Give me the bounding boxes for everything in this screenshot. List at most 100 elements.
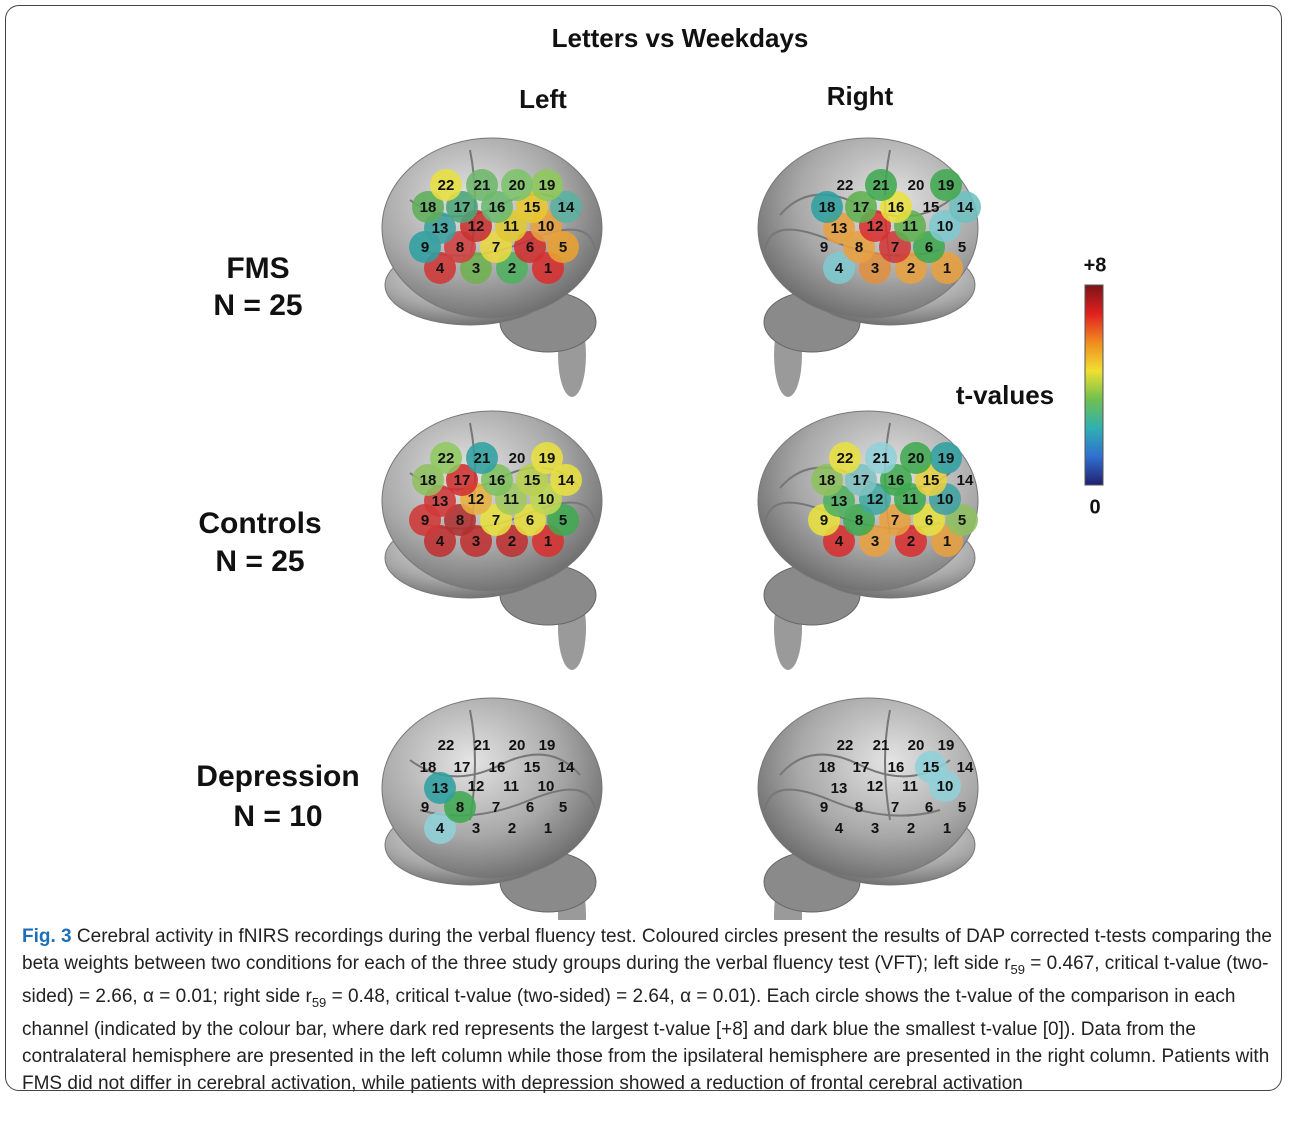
channel-label: 20 bbox=[509, 737, 526, 754]
channel-label: 4 bbox=[436, 260, 445, 277]
channel-label: 7 bbox=[891, 239, 899, 256]
channel-label: 22 bbox=[438, 737, 455, 754]
channel-label: 6 bbox=[526, 512, 534, 529]
channel-label: 15 bbox=[524, 472, 541, 489]
channel-label: 2 bbox=[508, 820, 516, 837]
channel-label: 15 bbox=[524, 199, 541, 216]
channel-label: 5 bbox=[958, 512, 966, 529]
channel-label: 3 bbox=[871, 533, 879, 550]
channel-label: 15 bbox=[923, 472, 940, 489]
channel-label: 21 bbox=[873, 450, 890, 467]
channel-label: 1 bbox=[943, 260, 951, 277]
channel-label: 19 bbox=[938, 177, 955, 194]
channel-label: 5 bbox=[958, 239, 966, 256]
channel-label: 4 bbox=[835, 533, 844, 550]
channel-label: 2 bbox=[907, 260, 915, 277]
channel-label: 20 bbox=[908, 737, 925, 754]
colorbar-min: 0 bbox=[1089, 496, 1100, 518]
channel-label: 19 bbox=[539, 450, 556, 467]
group-label: Depression bbox=[196, 760, 359, 793]
channel-label: 21 bbox=[873, 177, 890, 194]
channel-label: 14 bbox=[957, 472, 974, 489]
channel-label: 15 bbox=[923, 759, 940, 776]
channel-label: 22 bbox=[837, 450, 854, 467]
group-label: FMS bbox=[226, 252, 289, 285]
group-n: N = 25 bbox=[215, 545, 304, 578]
channel-label: 8 bbox=[456, 239, 464, 256]
channel-label: 2 bbox=[907, 820, 915, 837]
channel-label: 21 bbox=[474, 450, 491, 467]
page: Letters vs Weekdays Left Right FMSN = 25… bbox=[0, 0, 1290, 1125]
channel-label: 9 bbox=[421, 239, 429, 256]
channel-label: 6 bbox=[526, 239, 534, 256]
channel-label: 12 bbox=[468, 778, 485, 795]
channel-label: 18 bbox=[420, 199, 437, 216]
channel-label: 9 bbox=[820, 799, 828, 816]
channel-label: 14 bbox=[558, 472, 575, 489]
channel-label: 8 bbox=[855, 239, 863, 256]
channel-label: 19 bbox=[539, 737, 556, 754]
channel-label: 18 bbox=[420, 472, 437, 489]
channel-label: 14 bbox=[558, 199, 575, 216]
channel-label: 17 bbox=[853, 199, 870, 216]
channel-label: 10 bbox=[538, 778, 555, 795]
channel-label: 6 bbox=[925, 239, 933, 256]
channel-label: 19 bbox=[539, 177, 556, 194]
channel-label: 1 bbox=[544, 260, 552, 277]
channel-label: 7 bbox=[492, 512, 500, 529]
channel-label: 8 bbox=[855, 512, 863, 529]
cerebrum bbox=[382, 411, 602, 591]
channel-label: 20 bbox=[908, 450, 925, 467]
channel-label: 13 bbox=[432, 493, 449, 510]
channel-label: 18 bbox=[420, 759, 437, 776]
cerebrum bbox=[382, 138, 602, 318]
channel-label: 6 bbox=[925, 512, 933, 529]
channel-label: 1 bbox=[544, 533, 552, 550]
channel-label: 9 bbox=[421, 799, 429, 816]
channel-label: 14 bbox=[957, 759, 974, 776]
channel-label: 22 bbox=[837, 737, 854, 754]
channel-label: 18 bbox=[819, 759, 836, 776]
column-header: Left bbox=[519, 84, 567, 114]
channel-label: 5 bbox=[559, 239, 567, 256]
channel-label: 22 bbox=[438, 450, 455, 467]
channel-label: 3 bbox=[472, 260, 480, 277]
channel-label: 5 bbox=[559, 512, 567, 529]
channel-label: 13 bbox=[831, 493, 848, 510]
channel-label: 4 bbox=[436, 820, 445, 837]
channel-label: 17 bbox=[853, 472, 870, 489]
channel-label: 16 bbox=[489, 759, 506, 776]
channel-label: 21 bbox=[474, 737, 491, 754]
brain bbox=[758, 698, 978, 920]
figure-title: Letters vs Weekdays bbox=[552, 23, 809, 53]
channel-label: 17 bbox=[853, 759, 870, 776]
group-label: Controls bbox=[198, 507, 321, 540]
group-n: N = 25 bbox=[213, 289, 302, 322]
channel-label: 1 bbox=[943, 533, 951, 550]
channel-label: 1 bbox=[943, 820, 951, 837]
channel-label: 20 bbox=[509, 177, 526, 194]
channel-label: 17 bbox=[454, 759, 471, 776]
channel-label: 22 bbox=[837, 177, 854, 194]
channel-label: 4 bbox=[436, 533, 445, 550]
channel-label: 21 bbox=[873, 737, 890, 754]
channel-label: 7 bbox=[492, 799, 500, 816]
channel-label: 21 bbox=[474, 177, 491, 194]
cerebrum bbox=[382, 698, 602, 878]
channel-label: 13 bbox=[432, 220, 449, 237]
channel-label: 15 bbox=[524, 759, 541, 776]
caption-label: Fig. 3 bbox=[22, 926, 72, 947]
channel-label: 16 bbox=[489, 199, 506, 216]
colorbar-label: t-values bbox=[956, 380, 1054, 410]
channel-label: 2 bbox=[508, 260, 516, 277]
channel-label: 19 bbox=[938, 450, 955, 467]
channel-label: 13 bbox=[432, 780, 449, 797]
channel-label: 6 bbox=[925, 799, 933, 816]
channel-label: 3 bbox=[871, 260, 879, 277]
channel-label: 3 bbox=[472, 533, 480, 550]
channel-label: 8 bbox=[456, 512, 464, 529]
channel-label: 5 bbox=[958, 799, 966, 816]
caption-subscript: 59 bbox=[1011, 962, 1025, 977]
channel-label: 15 bbox=[923, 199, 940, 216]
channel-label: 18 bbox=[819, 199, 836, 216]
